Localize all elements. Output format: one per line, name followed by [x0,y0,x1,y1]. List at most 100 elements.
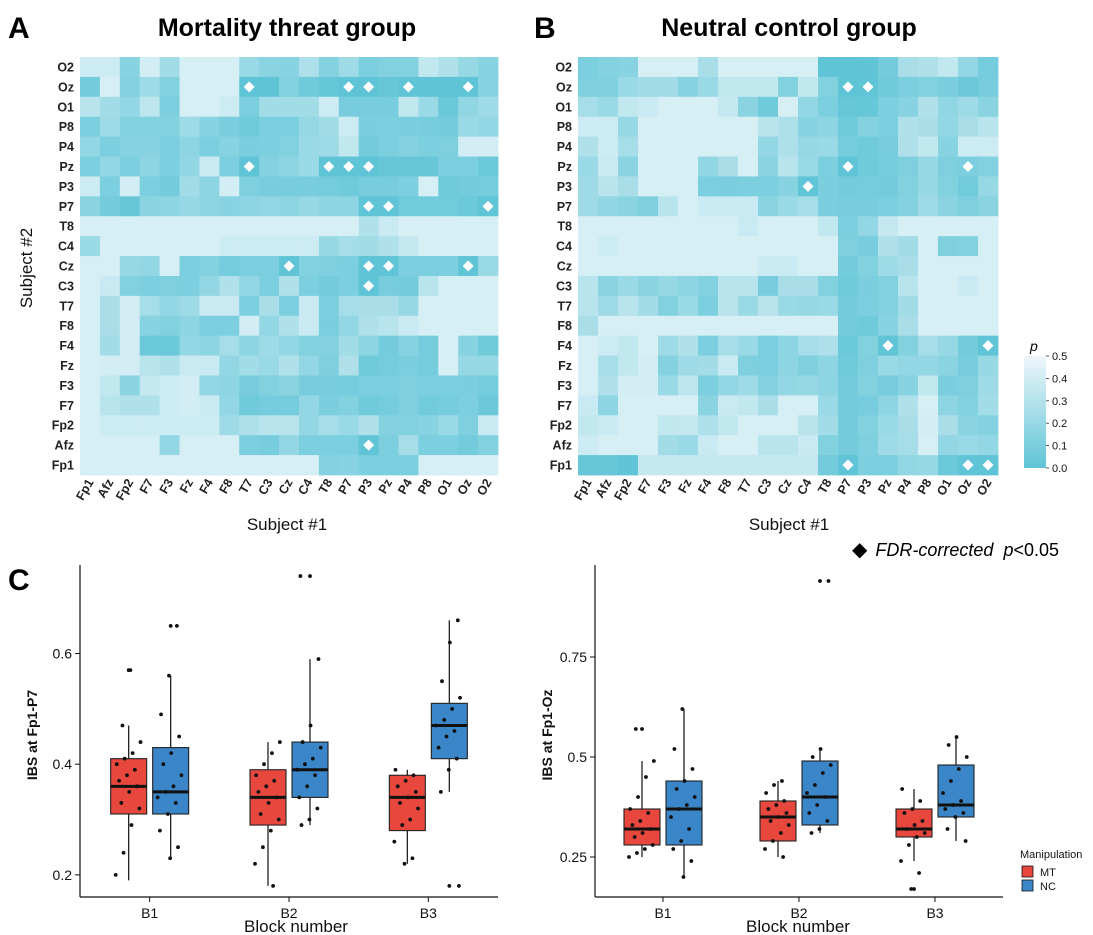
heatmap-a-cell [119,375,141,396]
box1-point-nc [303,762,307,767]
box2-point-nc [692,795,697,799]
heatmap-a-cell [438,355,459,376]
heatmap-a-cell [179,395,200,416]
heatmap-a-row-label: F8 [59,319,74,333]
heatmap-b-cell [838,335,859,356]
heatmap-b-cell [898,375,919,396]
box2-point-mt [784,811,789,815]
box1-point-nc [440,679,444,684]
heatmap-b-cell [738,315,759,337]
heatmap-a-cell [199,375,220,396]
heatmap-a-cell [119,156,141,177]
heatmap-a-cell [398,275,419,297]
heatmap-b-cell [578,435,599,456]
heatmap-b-cell [858,216,879,237]
heatmap-a-cell [179,216,200,237]
heatmap-a-row-label: T8 [59,220,74,234]
heatmap-b-cell [578,455,599,476]
box1-point-mt [410,856,415,861]
box2-point-mt [922,831,927,835]
heatmap-b-cell [858,136,879,157]
heatmap-a-cell [478,435,499,456]
heatmap-b-cell [578,315,599,337]
box2-outlier-mt [640,727,644,731]
heatmap-a-cell [219,375,240,396]
heatmap-a-cell [458,156,479,177]
heatmap-a-cell [418,116,439,138]
heatmap-b-row-label: Fp1 [550,459,572,473]
heatmap-a-cell [279,415,300,436]
heatmap-a-cell [418,275,439,297]
box1-point-mt [392,839,397,844]
heatmap-a-cell [378,415,399,436]
heatmap-a-cell [139,295,161,317]
heatmap-b-significance-diamond-icon [862,81,874,93]
heatmap-a-cell [179,176,200,197]
heatmap-a-cell [338,256,360,277]
box1-point-nc [155,795,160,800]
heatmap-a-cell [279,156,300,177]
heatmap-a-cell [159,375,180,396]
heatmap-b-cell [678,375,699,396]
heatmap-a-cells [80,57,499,476]
heatmap-b-col-label: P4 [895,476,915,496]
heatmap-a-cell [438,76,459,98]
heatmap-b-cell [638,116,659,138]
heatmap-b-cell [838,196,859,217]
heatmap-b-cell [718,116,739,138]
heatmap-a-cell [458,216,479,237]
heatmap-a-cell [478,295,499,317]
heatmap-b-cell [918,295,939,317]
heatmap-b-cell [618,435,639,456]
heatmap-a-col-label: T7 [236,476,255,496]
box2-x-tick-label: B3 [926,905,943,921]
heatmap-b-cell [938,96,959,118]
heatmap-b-cell [818,96,839,118]
box1-outlier-nc [168,623,173,628]
box2-point-nc [677,807,681,811]
heatmap-a-cell [179,415,200,436]
box1-point-mt [405,795,410,800]
heatmap-a-cell [219,435,240,456]
heatmap-a-cell [438,295,459,317]
heatmap-b-cell [638,96,659,118]
heatmap-b-cell [618,96,639,118]
heatmap-b-cell [618,315,639,337]
heatmap-b-cell [758,216,779,237]
heatmap-b-cell [958,216,979,237]
heatmap-a-cell [259,275,280,297]
box2-point-mt [771,839,775,843]
box2-y-tick-label: 0.5 [568,749,588,765]
heatmap-b-cell [718,455,739,476]
heatmap-a-cell [259,236,280,257]
heatmap-a-cell [259,415,280,436]
colorbar-tick-label: 0.4 [1052,373,1067,385]
heatmap-a-cell [119,196,141,217]
heatmap-a-cell [458,355,479,376]
heatmap-a-cell [139,355,161,376]
heatmap-b-cell [658,76,679,98]
heatmap-b-cell [598,355,619,376]
heatmap-a-cell [338,315,360,337]
box2-point-nc [818,747,823,751]
heatmap-b-cell [918,236,939,257]
heatmap-b-cell [818,256,839,277]
heatmap-a-col-label: C3 [256,476,276,497]
heatmap-a-cell [358,395,379,416]
heatmap-a-cell [398,335,419,356]
box1-point-nc [447,640,452,645]
heatmap-a-cell [298,96,320,118]
heatmap-b-col-label: Fp2 [611,476,634,502]
box2-point-nc [671,847,676,851]
heatmap-a-significance-diamond-icon [343,160,355,172]
heatmap-b-cell [678,435,699,456]
heatmap-b-cell [798,196,819,217]
heatmap-b-cell [778,57,799,78]
heatmap-a-cell [139,375,161,396]
box2-box-nc [665,780,703,846]
heatmap-a-cell [279,76,300,98]
heatmap-a-cell [239,415,260,436]
heatmap-a-cell [80,415,101,436]
box2-point-nc [672,747,677,751]
